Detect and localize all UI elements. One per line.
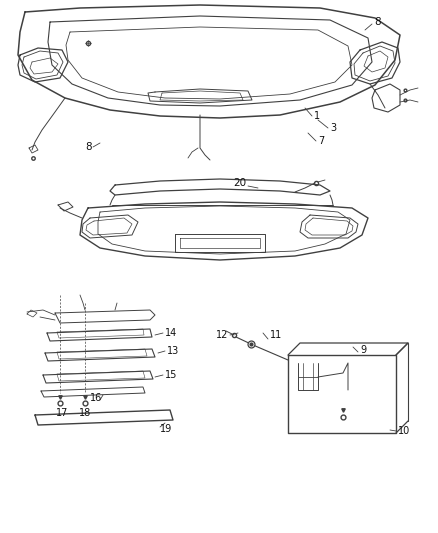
Text: 18: 18 [79, 408, 91, 418]
Text: 19: 19 [160, 424, 172, 434]
Text: 1: 1 [314, 111, 320, 121]
Text: 7: 7 [318, 136, 324, 146]
Text: 17: 17 [56, 408, 68, 418]
Text: 13: 13 [167, 346, 179, 356]
Text: 3: 3 [330, 123, 336, 133]
Text: 8: 8 [374, 17, 381, 27]
Text: 15: 15 [165, 370, 177, 380]
Text: 16: 16 [90, 393, 102, 403]
Text: 12: 12 [216, 330, 228, 340]
Text: 20: 20 [233, 178, 247, 188]
Text: 9: 9 [360, 345, 366, 355]
Text: 14: 14 [165, 328, 177, 338]
Text: 10: 10 [398, 426, 410, 436]
Text: 11: 11 [270, 330, 282, 340]
Text: 8: 8 [85, 142, 92, 152]
